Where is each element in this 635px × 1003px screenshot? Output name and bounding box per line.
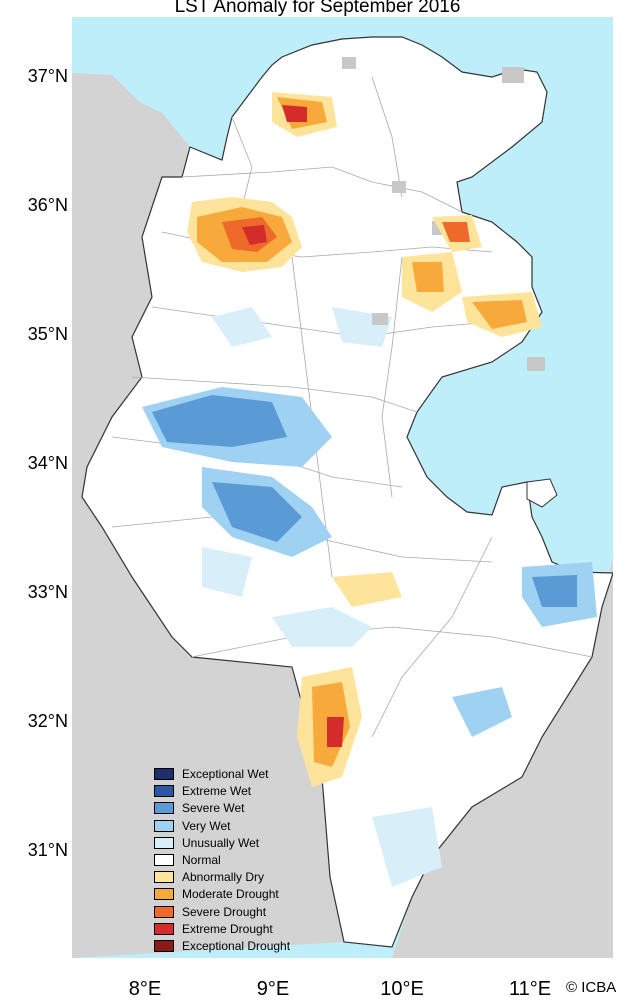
lat-label-31: 31°N: [27, 840, 68, 860]
legend-item: Exceptional Wet: [154, 766, 354, 783]
legend-label: Very Wet: [182, 818, 231, 833]
legend-swatch: [154, 888, 174, 901]
lat-label-32: 32°N: [27, 711, 68, 731]
legend-swatch: [154, 785, 174, 798]
legend-swatch: [154, 905, 174, 918]
legend-item: Severe Wet: [154, 800, 354, 817]
legend-item: Exceptional Drought: [154, 938, 354, 955]
legend-label: Unusually Wet: [182, 835, 260, 850]
legend-label: Severe Drought: [182, 904, 267, 919]
legend-swatch: [154, 836, 174, 849]
credit-label: © ICBA: [566, 979, 617, 996]
legend-item: Severe Drought: [154, 904, 354, 921]
legend-item: Abnormally Dry: [154, 869, 354, 886]
lat-label-37: 37°N: [27, 66, 68, 86]
djerba-island: [526, 478, 558, 508]
dry-anomalies: [187, 92, 542, 787]
lon-label-11: 11°E: [508, 978, 552, 1000]
lat-label-36: 36°N: [27, 195, 68, 215]
legend-label: Moderate Drought: [182, 887, 279, 902]
legend-label: Exceptional Drought: [182, 938, 291, 953]
legend: Exceptional Wet Extreme Wet Severe Wet Very…: [154, 766, 354, 955]
lat-label-33: 33°N: [27, 582, 68, 602]
legend-item: Unusually Wet: [154, 835, 354, 852]
lon-label-9: 9°E: [256, 978, 290, 1000]
wet-anomalies: [142, 307, 597, 887]
libya-land: [392, 557, 613, 958]
legend-swatch: [154, 939, 174, 952]
legend-swatch: [154, 922, 174, 935]
map-title: LST Anomaly for September 2016: [174, 0, 461, 17]
legend-swatch: [154, 768, 174, 780]
legend-item: Extreme Drought: [154, 921, 354, 938]
lat-label-35: 35°N: [27, 324, 68, 344]
legend-label: Exceptional Wet: [182, 767, 269, 781]
legend-label: Normal: [182, 852, 221, 867]
lat-label-34: 34°N: [27, 453, 68, 473]
legend-label: Severe Wet: [182, 801, 245, 816]
legend-label: Extreme Drought: [182, 921, 273, 936]
legend-item: Normal: [154, 852, 354, 869]
legend-item: Moderate Drought: [154, 886, 354, 903]
map-frame: [72, 17, 613, 958]
legend-swatch: [154, 802, 174, 815]
legend-label: Abnormally Dry: [182, 870, 265, 885]
legend-swatch: [154, 853, 174, 866]
lon-label-8: 8°E: [128, 978, 162, 1000]
lon-label-10: 10°E: [380, 978, 424, 1000]
legend-swatch: [154, 819, 174, 832]
legend-item: Extreme Wet: [154, 783, 354, 800]
legend-swatch: [154, 871, 174, 884]
legend-item: Very Wet: [154, 818, 354, 835]
legend-label: Extreme Wet: [182, 784, 252, 799]
